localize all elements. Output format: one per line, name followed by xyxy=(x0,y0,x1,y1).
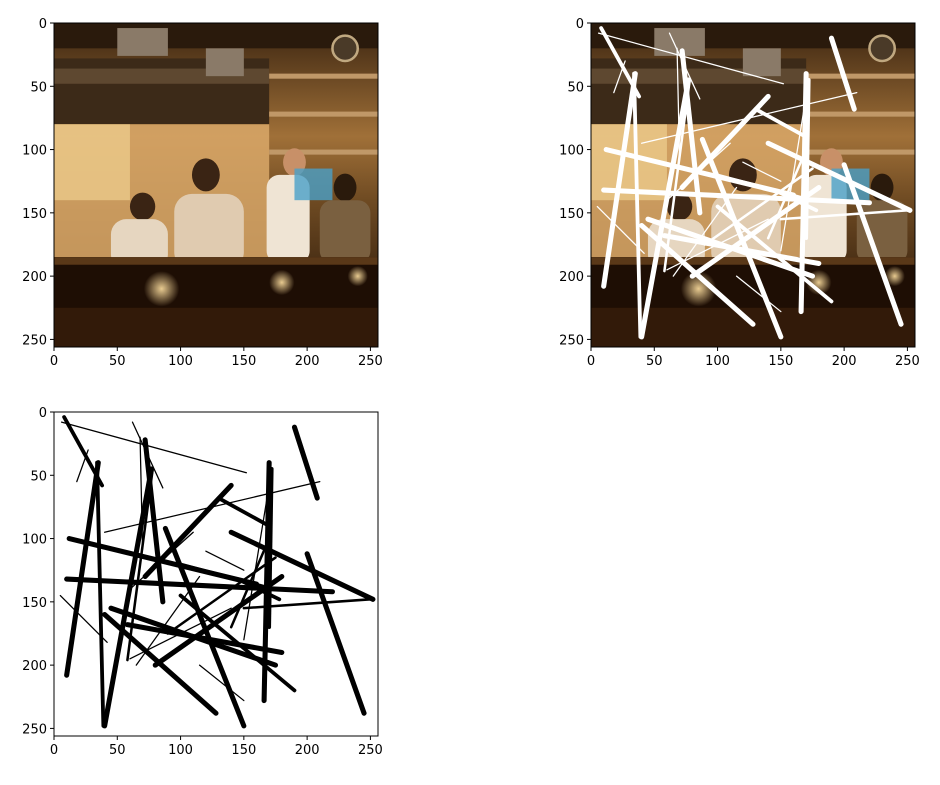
mask-stroke xyxy=(124,622,285,655)
mask-stroke xyxy=(663,78,691,273)
x-tick-label: 100 xyxy=(168,354,193,369)
x-tick-label: 50 xyxy=(109,354,126,369)
axes-frame xyxy=(53,411,379,737)
y-tick-label: 150 xyxy=(22,207,47,222)
mask-stroke xyxy=(129,531,194,590)
mask-stroke xyxy=(102,466,154,729)
mask-stroke xyxy=(235,577,282,602)
x-tick-label: 50 xyxy=(646,354,663,369)
x-tick-label: 0 xyxy=(50,743,58,758)
x-tick-label: 100 xyxy=(705,354,730,369)
mask-stroke xyxy=(639,222,756,327)
mask-stroke xyxy=(135,575,201,666)
y-tick-label: 150 xyxy=(22,596,47,611)
mask-stroke xyxy=(102,611,219,716)
mask-stroke xyxy=(59,594,108,643)
x-tick-label: 50 xyxy=(109,743,126,758)
mask-stroke xyxy=(779,209,909,221)
mask-stroke xyxy=(689,185,822,279)
mask-stroke xyxy=(703,167,814,246)
mask-stroke xyxy=(699,136,784,340)
mask-stroke xyxy=(205,550,245,571)
panel-mask: 0 0 50 50 100 100 150 150 200 200 250 250 xyxy=(22,406,383,758)
mask-stroke xyxy=(64,460,101,678)
y-tick-label: 200 xyxy=(559,270,584,285)
mask-stroke xyxy=(666,142,731,201)
mask-stroke xyxy=(242,598,372,610)
mask-stroke xyxy=(216,496,272,528)
kitchen-photo-icon xyxy=(54,23,378,347)
mask-stroke xyxy=(179,562,277,591)
mask-stroke xyxy=(126,467,154,662)
mask-stroke xyxy=(828,35,857,112)
x-tick-label: 150 xyxy=(768,354,793,369)
mask-stroke xyxy=(772,188,819,213)
mask-icon xyxy=(54,412,378,736)
mask-stroke xyxy=(639,77,691,340)
mask-stroke xyxy=(672,186,738,277)
mask-stroke xyxy=(142,482,234,580)
mask-stroke xyxy=(742,161,782,182)
y-tick-label: 150 xyxy=(559,207,584,222)
y-tick-label: 200 xyxy=(22,270,47,285)
y-tick-label: 0 xyxy=(576,17,584,32)
mask-stroke xyxy=(661,233,822,266)
axes-frame xyxy=(53,22,379,348)
x-tick-label: 200 xyxy=(295,354,320,369)
x-tick-label: 0 xyxy=(587,354,595,369)
mask-stroke xyxy=(162,525,247,729)
y-tick-label: 50 xyxy=(30,469,47,484)
mask-stroke xyxy=(601,187,872,206)
x-tick-label: 200 xyxy=(295,743,320,758)
mask-stroke xyxy=(597,32,785,85)
x-tick-label: 0 xyxy=(50,354,58,369)
y-tick-label: 0 xyxy=(39,17,47,32)
mask-stroke xyxy=(198,664,245,702)
y-tick-label: 50 xyxy=(30,80,47,95)
x-tick-label: 200 xyxy=(832,354,857,369)
mask-stroke xyxy=(596,205,645,254)
y-tick-label: 250 xyxy=(22,722,47,737)
y-tick-label: 200 xyxy=(22,659,47,674)
mask-stroke xyxy=(679,93,771,191)
mask-stroke xyxy=(60,421,248,474)
mask-stroke xyxy=(166,556,277,635)
y-tick-label: 250 xyxy=(22,333,47,348)
mask-stroke xyxy=(291,424,320,501)
x-tick-label: 250 xyxy=(358,743,383,758)
x-tick-label: 150 xyxy=(231,354,256,369)
x-tick-label: 250 xyxy=(895,354,920,369)
y-tick-label: 50 xyxy=(567,80,584,95)
axes-frame xyxy=(590,22,916,348)
y-tick-label: 100 xyxy=(559,144,584,159)
mask-stroke xyxy=(228,529,376,602)
panel-original: 0 0 50 50 100 100 150 150 200 200 250 250 xyxy=(22,17,383,369)
y-tick-label: 250 xyxy=(559,333,584,348)
panel-masked: 0 0 50 50 100 100 150 150 200 200 250 250 xyxy=(559,17,920,369)
mask-stroke xyxy=(841,162,904,327)
mask-stroke xyxy=(76,449,89,483)
mask-stroke xyxy=(601,71,638,289)
mask-stroke xyxy=(613,60,626,94)
x-tick-label: 100 xyxy=(168,743,193,758)
mask-stroke xyxy=(152,574,285,668)
x-tick-label: 150 xyxy=(231,743,256,758)
mask-stroke xyxy=(304,551,367,716)
y-tick-label: 0 xyxy=(39,406,47,421)
mask-stroke xyxy=(765,140,913,213)
mask-stroke xyxy=(632,71,643,339)
mask-stroke xyxy=(95,460,106,728)
mask-stroke xyxy=(64,576,335,595)
x-tick-label: 250 xyxy=(358,354,383,369)
y-tick-label: 100 xyxy=(22,533,47,548)
mask-stroke xyxy=(753,107,809,139)
y-tick-label: 100 xyxy=(22,144,47,159)
mask-stroke xyxy=(735,275,782,313)
mask-stroke xyxy=(716,173,814,202)
masked-photo-icon xyxy=(591,23,915,347)
